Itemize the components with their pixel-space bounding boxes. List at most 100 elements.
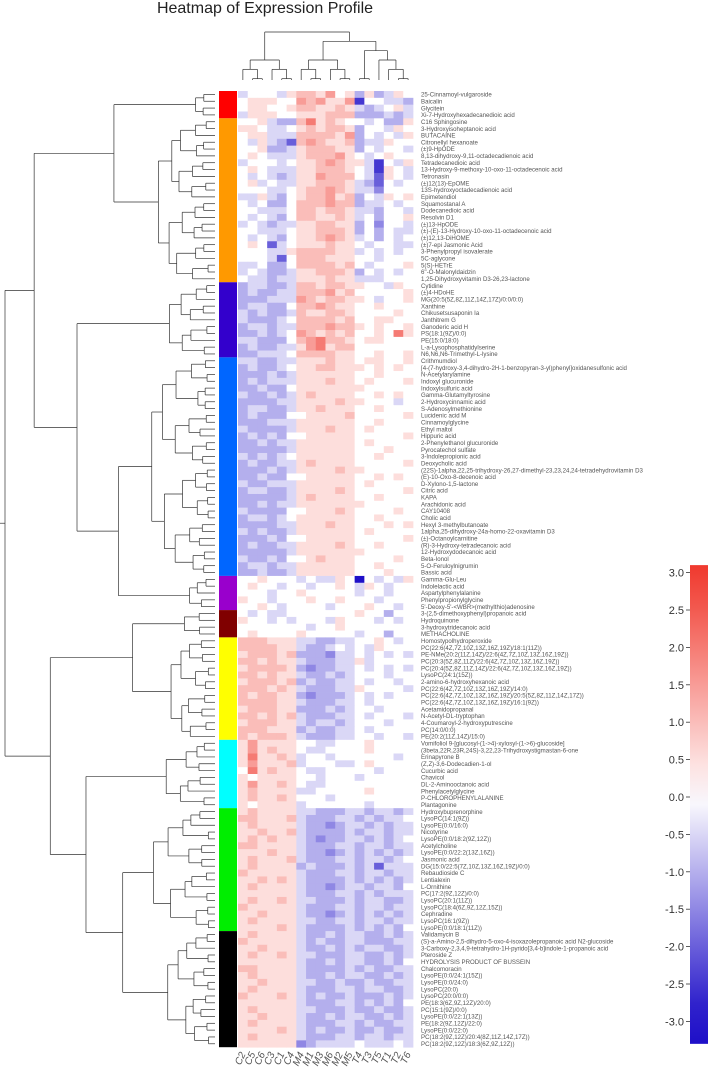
- heatmap-cell: [286, 555, 297, 563]
- heatmap-cell: [315, 644, 326, 652]
- heatmap-cell: [344, 958, 356, 966]
- heatmap-cell: [276, 801, 287, 809]
- heatmap-cell: [364, 767, 375, 775]
- heatmap-cell: [296, 412, 307, 420]
- heatmap-cell: [286, 439, 297, 447]
- row-label: Plantagonine: [421, 802, 457, 809]
- heatmap-cell: [296, 302, 307, 310]
- heatmap-cell: [354, 323, 365, 331]
- heatmap-cell: [257, 207, 268, 215]
- heatmap-cell: [247, 787, 258, 795]
- heatmap-cell: [296, 610, 307, 618]
- heatmap-cell: [257, 295, 268, 304]
- heatmap-cell: [296, 589, 307, 597]
- heatmap-cell: [238, 418, 249, 427]
- heatmap-cell: [344, 193, 356, 201]
- heatmap-cell: [325, 726, 336, 734]
- heatmap-cell: [325, 924, 336, 932]
- heatmap-cell: [335, 869, 346, 877]
- heatmap-cell: [257, 172, 268, 181]
- heatmap-cell: [286, 118, 297, 126]
- heatmap-cell: [238, 254, 249, 263]
- heatmap-cell: [247, 808, 258, 816]
- heatmap-cell: [238, 582, 249, 590]
- heatmap-cell: [238, 104, 249, 112]
- heatmap-cell: [403, 910, 414, 918]
- heatmap-cell: [257, 261, 268, 269]
- heatmap-cell: [393, 842, 404, 850]
- heatmap-cell: [296, 780, 307, 789]
- heatmap-cell: [403, 787, 414, 795]
- row-label: LysoPC(18:4(6Z,9Z,12Z,15Z)): [421, 904, 502, 911]
- heatmap-cell: [315, 692, 326, 700]
- heatmap-cell: [315, 596, 326, 604]
- heatmap-cell: [344, 500, 356, 509]
- heatmap-cell: [374, 452, 385, 461]
- heatmap-cell: [315, 343, 326, 351]
- heatmap-cell: [257, 685, 268, 693]
- heatmap-cell: [335, 644, 346, 652]
- heatmap-cell: [393, 548, 404, 556]
- heatmap-cell: [238, 446, 249, 454]
- heatmap-cell: [276, 371, 287, 379]
- heatmap-cell: [286, 541, 297, 550]
- heatmap-cell: [344, 118, 356, 126]
- heatmap-cell: [325, 316, 336, 324]
- heatmap-cell: [403, 616, 414, 625]
- heatmap-cell: [393, 452, 404, 461]
- heatmap-cell: [306, 166, 317, 174]
- heatmap-cell: [315, 91, 326, 99]
- heatmap-cell: [403, 480, 414, 488]
- heatmap-cell: [276, 616, 287, 625]
- row-cluster-bar: [219, 118, 237, 283]
- heatmap-cell: [286, 282, 297, 290]
- heatmap-cell: [393, 473, 404, 481]
- heatmap-cell: [325, 459, 336, 468]
- heatmap-cell: [306, 630, 317, 638]
- heatmap-cell: [286, 172, 297, 181]
- heatmap-cell: [267, 439, 278, 447]
- heatmap-cell: [325, 152, 336, 160]
- row-label: (±)12,13-DiHOME: [421, 235, 470, 242]
- heatmap-cell: [238, 835, 249, 843]
- heatmap-cell: [364, 111, 375, 119]
- heatmap-cell: [403, 869, 414, 877]
- heatmap-cell: [325, 616, 336, 625]
- heatmap-cell: [325, 330, 336, 338]
- heatmap-cell: [247, 377, 258, 386]
- heatmap-cell: [306, 896, 317, 905]
- heatmap-cell: [364, 808, 375, 816]
- heatmap-cell: [383, 890, 394, 898]
- heatmap-cell: [335, 412, 346, 420]
- heatmap-cell: [276, 774, 287, 782]
- heatmap-cell: [335, 575, 346, 584]
- heatmap-cell: [247, 487, 258, 495]
- heatmap-cell: [286, 480, 297, 488]
- heatmap-cell: [267, 268, 278, 276]
- heatmap-cell: [335, 931, 346, 939]
- heatmap-cell: [403, 439, 414, 447]
- row-label: Glycitein: [421, 105, 444, 112]
- heatmap-cell: [286, 104, 297, 112]
- row-label: 8,13-dihydroxy-9,11-octadecadienoic acid: [421, 153, 533, 160]
- heatmap-cell: [238, 787, 249, 795]
- heatmap-cell: [374, 610, 385, 618]
- heatmap-cell: [354, 678, 365, 686]
- heatmap-cell: [403, 213, 414, 222]
- heatmap-cell: [374, 145, 385, 153]
- heatmap-cell: [247, 972, 258, 980]
- heatmap-cell: [383, 603, 394, 611]
- heatmap-cell: [315, 958, 326, 966]
- heatmap-cell: [325, 220, 336, 228]
- heatmap-cell: [315, 480, 326, 488]
- heatmap-cell: [344, 418, 356, 427]
- heatmap-cell: [306, 172, 317, 181]
- row-label: Erinapyrone B: [421, 754, 460, 761]
- heatmap-cell: [403, 842, 414, 850]
- heatmap-cell: [247, 896, 258, 905]
- heatmap-cell: [325, 275, 336, 283]
- heatmap-cell: [257, 774, 268, 782]
- heatmap-cell: [393, 289, 404, 297]
- heatmap-cell: [364, 890, 375, 898]
- heatmap-cell: [354, 241, 365, 249]
